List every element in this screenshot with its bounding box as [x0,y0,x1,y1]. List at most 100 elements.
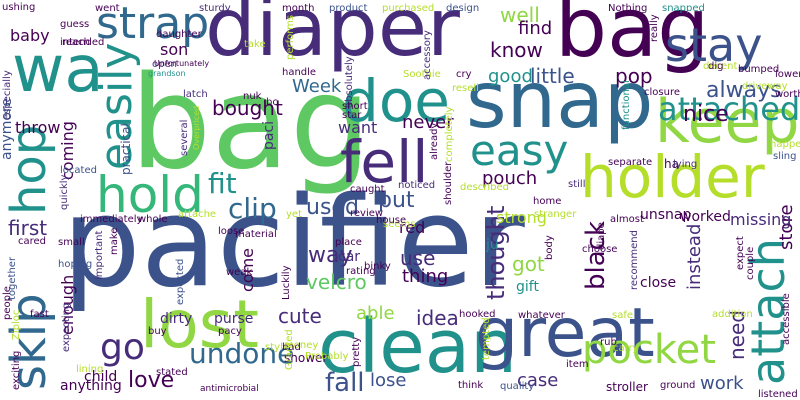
word: binky [364,261,391,272]
word: take [244,39,266,50]
word: always [706,78,782,103]
word: buy [148,326,167,337]
word: stranger [534,209,577,220]
word: lying [673,159,698,170]
word: fell [340,128,429,196]
word: rub [600,337,617,348]
word: wa [12,33,104,107]
word: clean [318,304,518,390]
word: quickly [59,174,70,210]
word: product [329,3,368,14]
word: guess [60,19,90,30]
word: hooked [459,309,496,320]
word: son [160,40,189,59]
word: functional [621,80,632,130]
word: especially [2,70,13,120]
word: used [306,195,359,220]
word: reach [62,37,91,48]
word: dig [708,61,724,72]
word: bc [266,97,278,108]
word: Soothie [403,69,441,80]
word: snap [466,56,654,146]
word: cute [278,304,322,328]
word: money [284,340,319,351]
word: great [475,294,655,373]
word: caught [350,184,385,195]
word: accessible [781,293,792,345]
word: small [58,237,85,248]
word: strap [96,0,210,49]
word: couple [745,246,756,280]
word: completely [444,106,455,162]
word: body [544,235,555,260]
word: fall [325,368,365,398]
word: ha [664,157,679,171]
word: carry [613,343,639,354]
word: velcro [306,270,367,294]
word: snapped [662,3,705,14]
word: fast [30,309,49,320]
word: review [350,208,384,219]
word: car [338,249,361,265]
word: good [488,66,533,87]
word: whatever [518,310,565,321]
word: anything [60,378,122,394]
word: noticed [398,180,436,191]
word: resell [452,83,479,94]
word: Granted [284,329,295,370]
word: purchased [382,3,435,14]
word: expected [175,258,186,305]
word: find [518,18,553,39]
word: Unfortunately [154,59,210,68]
word: whole [138,214,168,225]
word: style [265,342,289,353]
word: addition [712,309,753,320]
word: cry [456,69,472,80]
word: Nothing [608,3,648,14]
word: worth [775,89,800,100]
word: doe [342,67,450,135]
word: went [95,3,120,14]
word: bought [212,96,283,120]
word: weak [226,267,253,278]
word: stay [665,18,763,72]
word: lining [76,364,104,375]
word: intended [60,37,105,48]
word: month [282,3,315,14]
word: bad [282,342,301,353]
word: short [342,101,368,112]
word: baby [10,26,50,45]
word: gift [516,279,539,295]
word: grandson [148,69,186,78]
word: lower [775,69,800,80]
word: driveway [742,81,788,92]
word: sturdy [199,3,231,14]
word: go [100,327,145,368]
word: latch [183,89,208,100]
word: quality [500,381,535,392]
word: pouch [482,168,538,189]
word: listened [758,389,798,400]
word: shoulder [443,161,454,205]
word: home [533,196,562,207]
word: immediately [80,214,143,225]
word: make [109,227,120,255]
word: closure [644,87,680,98]
word: Luckily [281,265,292,301]
word: practical [119,123,133,175]
word: separate [608,157,653,168]
word: rating [346,266,376,277]
word: never [402,112,454,133]
word: Week [292,76,342,97]
word: decent [703,61,738,72]
word: exciting [11,350,22,390]
word: material [235,229,277,240]
word: stated [156,367,188,378]
word: put [378,188,415,213]
word: seems [383,219,416,230]
word: item [566,359,589,370]
word: nuk [243,91,262,102]
word: think [458,380,484,391]
word: lost [140,286,259,363]
word: clip [228,192,277,225]
